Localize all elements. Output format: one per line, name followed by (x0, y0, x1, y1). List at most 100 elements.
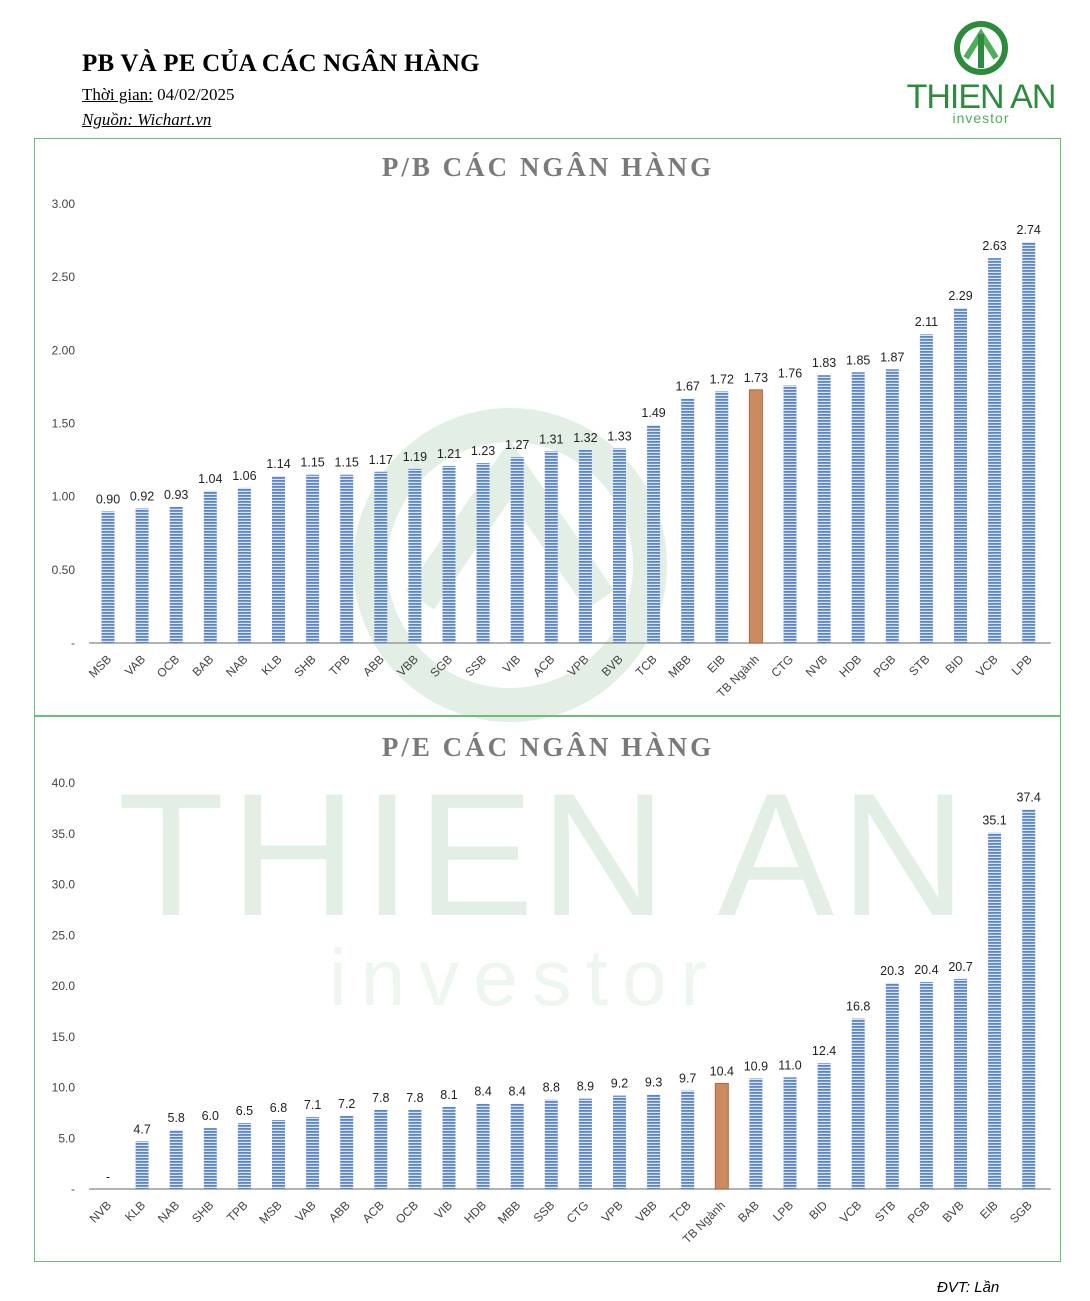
pe-data-label: 7.8 (372, 1091, 389, 1105)
pb-x-tick-label: NAB (223, 652, 250, 679)
pe-data-label: 7.1 (304, 1098, 321, 1112)
pb-x-tick-label: LPB (1009, 652, 1035, 678)
pe-data-label: 5.8 (168, 1111, 185, 1125)
pb-x-tick-label: VCB (973, 652, 1000, 679)
pe-data-label: 10.4 (710, 1064, 734, 1078)
brand-logo: THIEN AN investor (906, 18, 1056, 126)
pb-bar (681, 398, 695, 643)
time-value: 04/02/2025 (157, 85, 235, 104)
pb-data-label: 1.14 (266, 457, 290, 471)
pb-data-label: 1.73 (744, 371, 768, 385)
pb-data-label: 1.15 (300, 456, 324, 470)
pe-bar (442, 1106, 456, 1189)
pb-x-tick-label: TCB (633, 652, 660, 679)
pe-y-tick-label: 25.0 (52, 928, 76, 942)
pb-data-label: 0.90 (96, 492, 120, 506)
pb-x-tick-label: CTG (768, 652, 796, 680)
pe-x-tick-label: VIB (432, 1198, 456, 1222)
pe-data-label: 8.9 (577, 1080, 594, 1094)
pe-bar (647, 1094, 661, 1189)
pe-bar (476, 1103, 490, 1189)
logo-sub: investor (952, 110, 1010, 126)
pe-x-tick-label: KLB (122, 1198, 148, 1224)
pe-x-tick-label: VBB (633, 1198, 660, 1225)
pb-bar (408, 468, 422, 643)
pe-data-label: - (106, 1170, 110, 1184)
source-value: Wichart.vn (137, 110, 212, 129)
pe-bar (988, 832, 1002, 1189)
pe-bar (272, 1119, 285, 1189)
pb-x-tick-label: VAB (122, 652, 148, 678)
pe-data-label: 6.5 (236, 1104, 253, 1118)
pb-bar (510, 457, 524, 643)
pe-x-tick-label: MBB (495, 1198, 523, 1226)
pb-x-tick-label: VIB (500, 652, 524, 676)
pe-data-label: 6.8 (270, 1101, 287, 1115)
pb-data-label: 1.15 (335, 456, 359, 470)
pb-y-tick-label: - (71, 636, 75, 650)
pb-data-label: 2.11 (915, 315, 938, 329)
pe-y-tick-label: 40.0 (52, 776, 76, 790)
pb-bar (237, 487, 251, 643)
pe-y-tick-label: 5.0 (58, 1131, 75, 1145)
pb-bar (272, 476, 285, 643)
pb-bar (919, 334, 933, 643)
pb-data-label: 1.76 (778, 366, 802, 380)
pe-data-label: 8.1 (440, 1088, 457, 1102)
pe-x-tick-label: VPB (599, 1198, 626, 1225)
pb-bar (476, 463, 490, 643)
pb-data-label: 1.23 (471, 444, 495, 458)
pb-bar (340, 474, 354, 643)
pb-data-label: 1.49 (641, 406, 665, 420)
pb-bar (647, 424, 661, 643)
pb-data-label: 1.17 (369, 453, 393, 467)
pb-data-label: 1.06 (232, 469, 256, 483)
pe-chart-title: P/E CÁC NGÂN HÀNG (382, 732, 714, 762)
pe-bar (681, 1090, 695, 1189)
pe-bar (306, 1116, 320, 1189)
pe-y-tick-label: 20.0 (52, 979, 76, 993)
pb-bar (783, 385, 797, 643)
pb-y-tick-label: 1.00 (52, 490, 76, 504)
pe-data-label: 16.8 (846, 999, 870, 1013)
pb-data-label: 0.92 (130, 489, 154, 503)
pb-y-tick-label: 1.50 (52, 417, 76, 431)
pb-bar (988, 258, 1002, 643)
pb-y-tick-label: 2.50 (52, 270, 76, 284)
pe-bar (544, 1099, 558, 1189)
pb-y-tick-label: 0.50 (52, 563, 76, 577)
pe-bar (714, 1082, 729, 1190)
pe-bar (237, 1123, 251, 1189)
pe-x-tick-label: TCB (667, 1198, 694, 1225)
pb-x-tick-label: ACB (530, 652, 557, 679)
pb-bar (135, 508, 149, 643)
pb-x-tick-label: BAB (190, 652, 217, 679)
pe-data-label: 9.2 (611, 1077, 628, 1091)
pe-x-tick-label: OCB (393, 1198, 421, 1226)
pe-data-label: 8.8 (543, 1081, 560, 1095)
pb-data-label: 1.32 (573, 431, 597, 445)
pb-x-tick-label: VBB (394, 652, 421, 679)
pb-bar (885, 369, 899, 643)
pe-bar (954, 978, 967, 1189)
pe-data-label: 20.4 (914, 963, 938, 977)
pb-data-label: 1.19 (403, 450, 427, 464)
pb-x-tick-label: EIB (704, 652, 728, 676)
pe-bar (851, 1018, 865, 1189)
pe-y-tick-label: 30.0 (52, 878, 76, 892)
pb-x-tick-label: BID (943, 652, 967, 676)
pb-x-tick-label: VPB (565, 652, 592, 679)
pb-x-tick-label: MBB (666, 652, 694, 680)
pb-data-label: 1.87 (880, 350, 904, 364)
pe-data-label: 20.7 (948, 960, 972, 974)
pb-bar (203, 490, 217, 643)
pe-x-tick-label: VCB (837, 1198, 864, 1225)
pb-data-label: 1.21 (437, 447, 461, 461)
pe-x-tick-label: NVB (87, 1198, 114, 1225)
pe-bar (749, 1078, 763, 1189)
pe-bar (340, 1115, 354, 1189)
pe-data-label: 6.0 (202, 1109, 219, 1123)
pe-data-label: 9.3 (645, 1076, 662, 1090)
pe-y-tick-label: 10.0 (52, 1081, 76, 1095)
pe-x-tick-label: ABB (326, 1198, 353, 1225)
